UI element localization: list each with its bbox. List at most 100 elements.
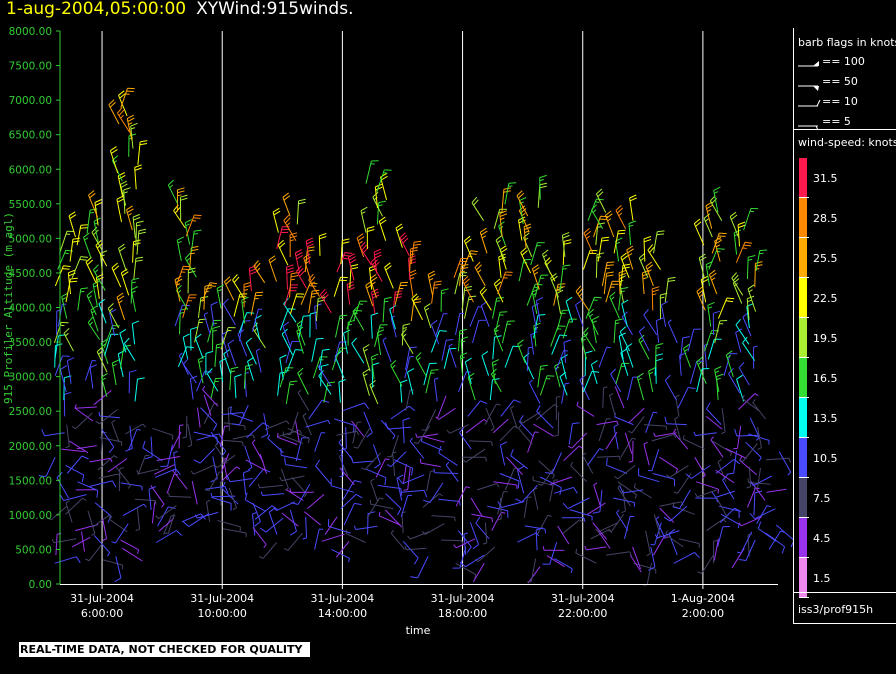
barb-shaft: [216, 288, 222, 309]
barb-shaft: [373, 252, 378, 274]
wind-barb: [382, 337, 392, 362]
wind-barb: [713, 538, 719, 561]
barb-shaft: [210, 304, 215, 327]
barb-half-flag: [51, 538, 55, 543]
wind-barb: [735, 318, 750, 345]
wind-barb: [257, 483, 283, 489]
barb-shaft: [554, 365, 561, 388]
wind-barb: [739, 456, 758, 476]
wind-barb: [754, 261, 763, 288]
barb-half-flag: [377, 333, 382, 337]
barb-shaft: [134, 379, 138, 402]
barb-shaft: [53, 538, 77, 544]
wind-barb: [81, 531, 85, 552]
wind-barb: [100, 372, 108, 397]
wind-barb: [210, 492, 236, 498]
wind-barb: [510, 448, 529, 470]
barb-half-flag: [354, 310, 358, 315]
barb-flag: [622, 266, 630, 269]
barb-shaft: [723, 353, 731, 376]
barb-shaft: [54, 355, 63, 376]
barb-shaft: [694, 456, 706, 476]
barb-shaft: [499, 213, 503, 238]
barb-flag: [428, 273, 436, 278]
barb-flag: [621, 255, 629, 261]
wind-barb: [523, 352, 535, 380]
wind-barb: [618, 332, 626, 360]
wind-barb: [474, 546, 496, 563]
barb-flag: [68, 269, 76, 274]
barb-shaft: [245, 459, 266, 471]
barb-flag: [342, 241, 350, 244]
barb-flag: [496, 297, 504, 299]
barb-shaft: [742, 443, 758, 462]
barb-flag: [389, 304, 397, 310]
wind-barb: [366, 497, 384, 519]
barb-flag: [338, 379, 346, 383]
wind-barb: [438, 498, 461, 506]
barb-flag: [62, 268, 70, 270]
barb-flag: [92, 280, 100, 285]
barb-shaft: [618, 335, 624, 360]
wind-barb: [554, 558, 573, 573]
barb-half-flag: [187, 444, 193, 448]
barb-half-flag: [716, 498, 718, 503]
barb-shaft: [335, 315, 341, 338]
wind-barb: [624, 432, 633, 454]
barb-shaft: [736, 379, 745, 402]
barb-flag: [177, 236, 185, 241]
barb-half-flag: [111, 541, 116, 544]
barb-flag: [734, 507, 742, 513]
wind-barb: [697, 554, 714, 574]
barb-shaft: [222, 439, 243, 443]
wind-barb: [178, 352, 189, 376]
wind-barb: [61, 448, 85, 453]
wind-barb: [596, 420, 619, 426]
barb-half-flag: [518, 424, 522, 429]
wind-barb: [158, 517, 175, 532]
barb-shaft: [568, 423, 573, 445]
wind-barb: [100, 431, 107, 454]
barb-half-flag: [120, 114, 124, 119]
wind-barb: [499, 473, 520, 489]
wind-barb: [551, 334, 567, 355]
barb-shaft: [382, 298, 385, 323]
barb-flag: [606, 271, 614, 274]
barb-half-flag: [482, 542, 487, 545]
barb-flag: [469, 253, 477, 255]
wind-barb: [714, 320, 728, 344]
wind-barb: [561, 517, 586, 522]
barb-flag: [572, 422, 580, 425]
barb-half-flag: [589, 313, 594, 318]
barb-half-flag: [245, 367, 250, 370]
barb-shaft: [315, 465, 332, 485]
wind-barb: [280, 468, 289, 491]
barb-half-flag: [363, 373, 368, 377]
barb-shaft: [318, 375, 332, 395]
barb-shaft: [371, 356, 375, 380]
wind-barb: [150, 485, 165, 508]
barb-flag: [69, 214, 77, 220]
wind-barb: [104, 333, 119, 357]
barb-flag: [323, 294, 329, 301]
wind-barb: [167, 179, 179, 204]
wind-barb: [338, 438, 353, 461]
barb-shaft: [616, 512, 629, 531]
wind-barb: [628, 440, 634, 463]
barb-flag: [713, 186, 721, 191]
wind-barb: [335, 314, 348, 338]
barb-shaft: [76, 445, 97, 450]
wind-barb: [343, 502, 362, 526]
wind-barb: [484, 403, 501, 425]
barb-shaft: [108, 104, 120, 125]
barb-shaft: [718, 505, 740, 512]
barb-shaft: [318, 235, 321, 256]
barb-flag: [601, 239, 609, 242]
wind-barb: [369, 499, 394, 510]
barb-half-flag: [500, 217, 505, 220]
wind-barb: [495, 235, 506, 262]
wind-barb: [664, 416, 687, 426]
barb-flag: [306, 243, 314, 248]
barb-shaft: [135, 222, 137, 247]
wind-barb: [491, 359, 500, 384]
